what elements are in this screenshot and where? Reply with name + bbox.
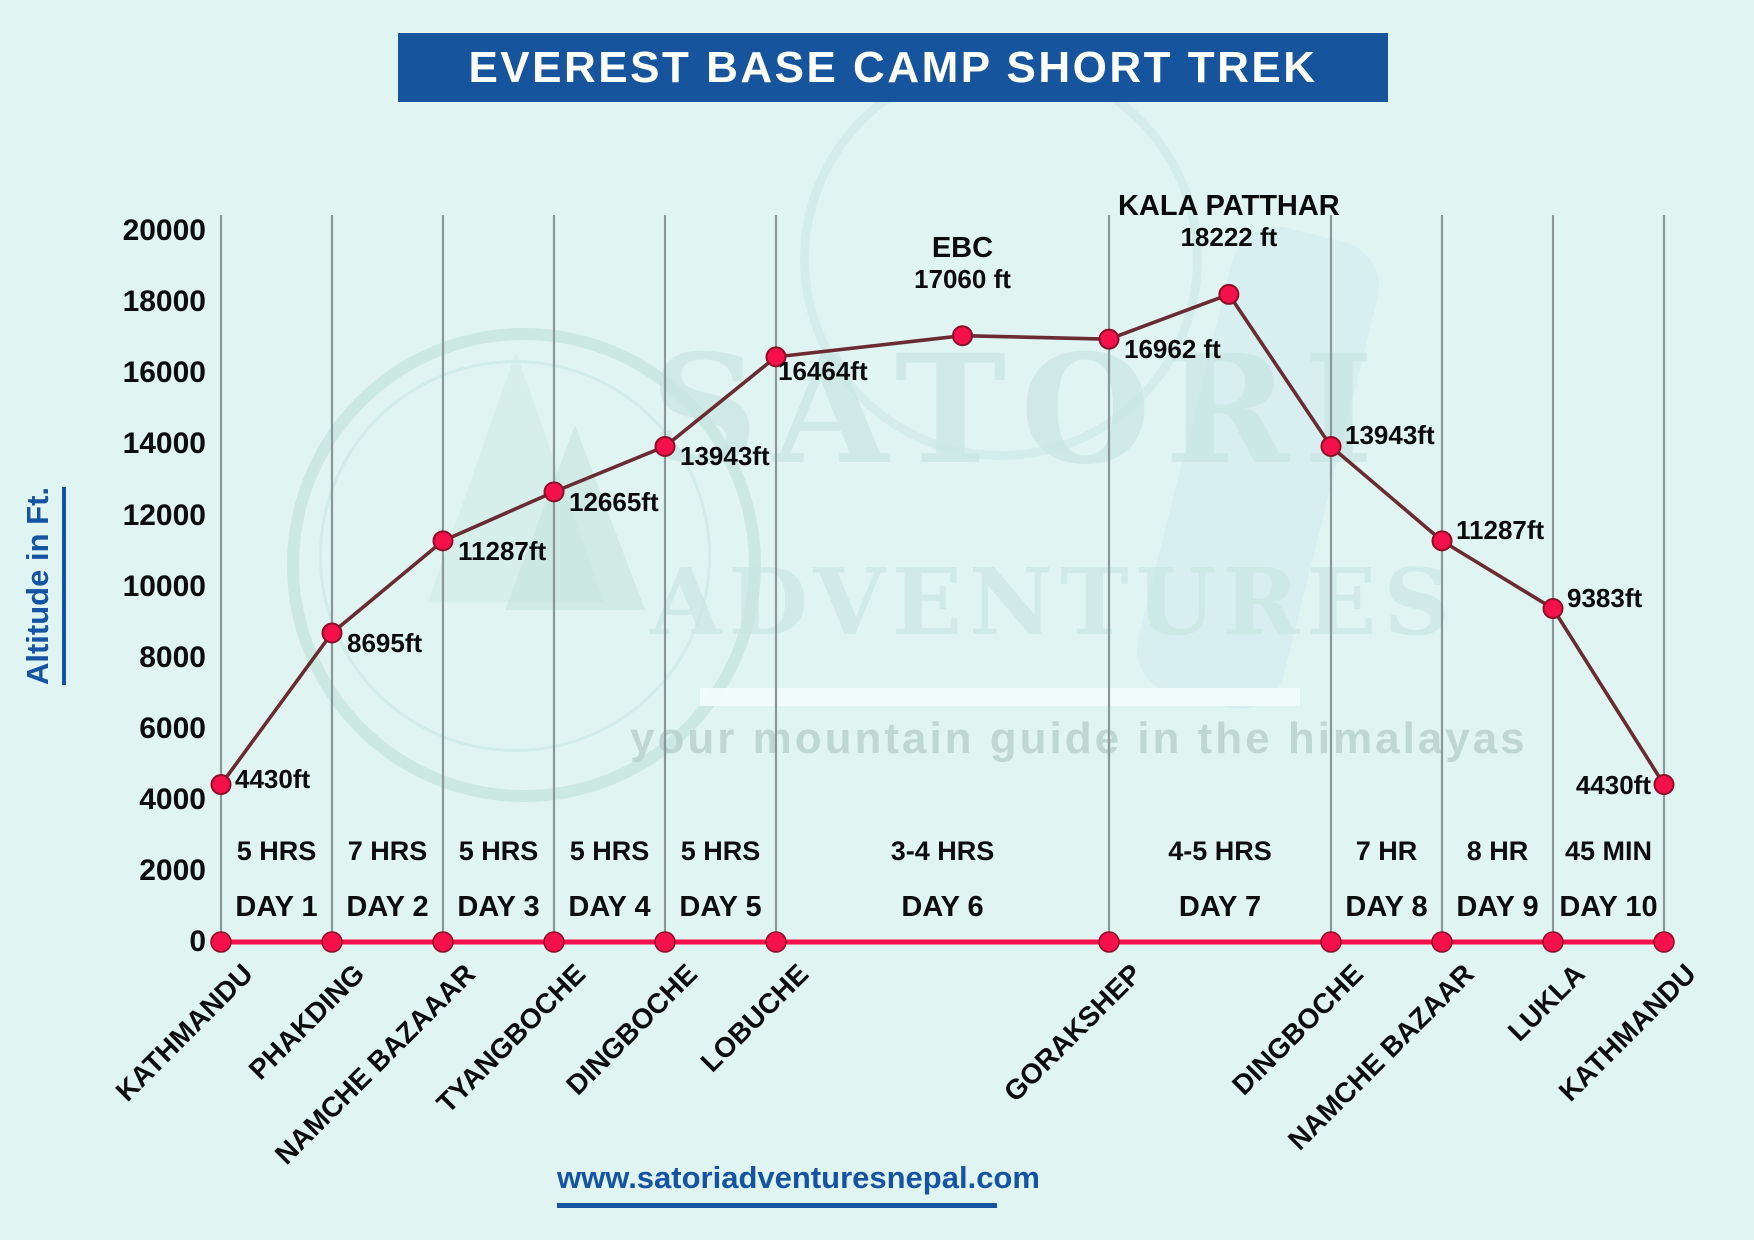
duration-label: 3-4 HRS bbox=[890, 836, 995, 866]
data-point bbox=[1320, 435, 1342, 457]
duration-label: 5 HRS bbox=[458, 836, 539, 866]
point-label: 17060 ft bbox=[914, 263, 1011, 294]
y-tick-label: 20000 bbox=[122, 214, 206, 248]
duration-label: 45 MIN bbox=[1564, 836, 1653, 866]
point-title: KALA PATTHAR bbox=[1117, 190, 1340, 223]
y-tick-label: 14000 bbox=[122, 427, 206, 461]
baseline-point bbox=[432, 931, 454, 953]
point-label-group: EBC 17060 ft bbox=[914, 231, 1011, 295]
y-tick-label: 4000 bbox=[139, 782, 206, 816]
duration-label: 5 HRS bbox=[680, 836, 761, 866]
axis-location-label: GORAKSHEP bbox=[997, 958, 1147, 1108]
point-label: 13943ft bbox=[680, 441, 770, 472]
day-label: DAY 5 bbox=[679, 891, 762, 923]
data-point bbox=[1098, 328, 1120, 350]
point-label: 12665ft bbox=[569, 486, 659, 517]
axis-location-label: LOBUCHE bbox=[694, 958, 814, 1078]
day-label: DAY 3 bbox=[457, 891, 540, 923]
axis-location-label: LUKLA bbox=[1501, 958, 1591, 1048]
baseline-point bbox=[1098, 931, 1120, 953]
baseline-point bbox=[1431, 931, 1453, 953]
y-tick-label: 16000 bbox=[122, 356, 206, 390]
point-label: 4430ft bbox=[235, 763, 311, 794]
day-label: DAY 7 bbox=[1178, 891, 1262, 923]
baseline-point bbox=[1653, 931, 1675, 953]
duration-label: 8 HR bbox=[1466, 836, 1529, 866]
watermark-divider bbox=[700, 688, 1300, 706]
point-label: 18222 ft bbox=[1180, 222, 1278, 253]
point-label: 4430ft bbox=[1575, 769, 1651, 800]
day-label: DAY 6 bbox=[901, 891, 984, 923]
data-point bbox=[210, 774, 232, 796]
baseline-point bbox=[1320, 931, 1342, 953]
duration-label: 4-5 HRS bbox=[1168, 836, 1272, 866]
point-label: 8695ft bbox=[347, 627, 423, 658]
y-tick-label: 8000 bbox=[139, 640, 206, 674]
data-point bbox=[543, 481, 565, 503]
y-tick-label: 18000 bbox=[122, 285, 206, 319]
day-label: DAY 2 bbox=[346, 891, 429, 923]
duration-label: 5 HRS bbox=[236, 836, 317, 866]
duration-label: 7 HR bbox=[1355, 836, 1418, 866]
point-label: 13943ft bbox=[1345, 420, 1435, 451]
page-title: EVEREST BASE CAMP SHORT TREK bbox=[398, 33, 1388, 102]
day-label: DAY 4 bbox=[568, 891, 651, 923]
point-title: EBC bbox=[931, 231, 994, 264]
data-point bbox=[951, 325, 973, 347]
data-point bbox=[654, 435, 676, 457]
data-point bbox=[1218, 283, 1240, 305]
point-label: 16464ft bbox=[778, 355, 868, 386]
point-label: 11287ft bbox=[1456, 514, 1545, 545]
y-tick-label: 2000 bbox=[139, 853, 206, 887]
data-point bbox=[321, 622, 343, 644]
watermark-brand-name-secondary: ADVENTURES bbox=[650, 548, 1457, 656]
baseline-point bbox=[543, 931, 565, 953]
duration-label: 5 HRS bbox=[569, 836, 650, 866]
baseline-point bbox=[210, 931, 232, 953]
axis-location-label: NAMCHE BAZAAR bbox=[1282, 958, 1480, 1156]
day-label: DAY 10 bbox=[1559, 891, 1658, 923]
y-tick-label: 0 bbox=[189, 925, 206, 958]
axis-location-label: NAMCHE BAZAAAR bbox=[268, 958, 481, 1171]
baseline-point bbox=[1542, 931, 1564, 953]
baseline-point bbox=[765, 931, 787, 953]
day-label: DAY 8 bbox=[1345, 891, 1428, 923]
y-tick-label: 6000 bbox=[139, 711, 206, 745]
point-label: 9383ft bbox=[1567, 582, 1643, 613]
day-label: DAY 9 bbox=[1456, 891, 1539, 923]
y-tick-label: 12000 bbox=[122, 498, 206, 532]
data-point bbox=[432, 530, 454, 552]
website-url: www.satoriadventuresnepal.com bbox=[557, 1160, 1040, 1195]
data-point bbox=[1653, 774, 1675, 796]
watermark-mountain-icon bbox=[505, 425, 645, 610]
axis-location-label: KATHMANDU bbox=[109, 958, 259, 1108]
baseline-point bbox=[321, 931, 343, 953]
data-point bbox=[1542, 598, 1564, 620]
y-tick-label: 10000 bbox=[122, 569, 206, 603]
data-point bbox=[1431, 530, 1453, 552]
baseline-point bbox=[654, 931, 676, 953]
point-label: 11287ft bbox=[458, 535, 547, 566]
website-url-underline bbox=[557, 1203, 997, 1208]
day-label: DAY 1 bbox=[235, 891, 318, 923]
duration-label: 7 HRS bbox=[347, 836, 428, 866]
data-point bbox=[765, 346, 787, 368]
point-label: 16962 ft bbox=[1124, 334, 1221, 365]
point-label-group: KALA PATTHAR 18222 ft bbox=[1118, 191, 1340, 253]
